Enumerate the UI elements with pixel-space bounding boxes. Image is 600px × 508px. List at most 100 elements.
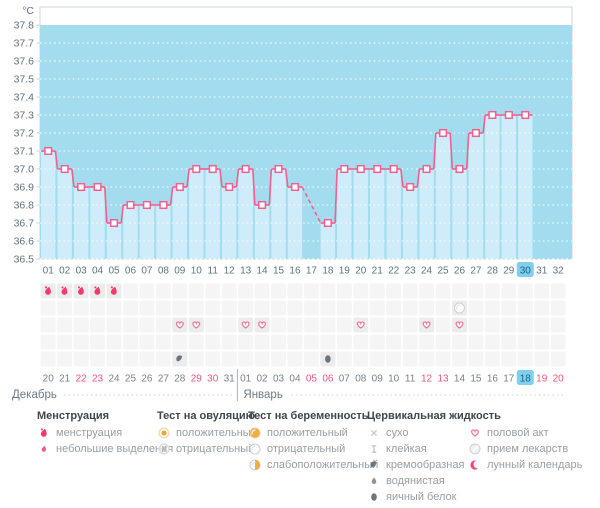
date-label[interactable]: 17 — [503, 374, 515, 385]
tracker-cell[interactable] — [517, 351, 533, 367]
date-label[interactable]: 01 — [240, 374, 252, 385]
temp-marker[interactable] — [521, 110, 530, 120]
tracker-cell[interactable] — [386, 334, 402, 350]
tracker-cell[interactable] — [386, 351, 402, 367]
tracker-cell[interactable] — [238, 351, 254, 367]
tracker-cell[interactable] — [303, 334, 319, 350]
tracker-cell[interactable] — [139, 334, 155, 350]
cervical-fluid-entry[interactable] — [325, 355, 331, 363]
tracker-cell[interactable] — [320, 283, 336, 299]
tracker-cell[interactable] — [172, 283, 188, 299]
cycle-day-label[interactable]: 09 — [174, 266, 186, 277]
tracker-cell[interactable] — [221, 300, 237, 316]
tracker-cell[interactable] — [271, 300, 287, 316]
today-date-highlight[interactable] — [516, 370, 534, 385]
tracker-cell[interactable] — [155, 351, 171, 367]
cycle-day-label[interactable]: 15 — [273, 266, 285, 277]
tracker-cell[interactable] — [517, 300, 533, 316]
tracker-cell[interactable] — [386, 317, 402, 333]
date-label[interactable]: 15 — [470, 374, 482, 385]
tracker-cell[interactable] — [534, 351, 550, 367]
tracker-cell[interactable] — [402, 283, 418, 299]
tracker-cell[interactable] — [40, 317, 56, 333]
tracker-cell[interactable] — [501, 334, 517, 350]
tracker-cell[interactable] — [57, 317, 73, 333]
tracker-cell[interactable] — [90, 334, 106, 350]
day-temperature-bar[interactable] — [41, 151, 56, 259]
tracker-cell[interactable] — [484, 334, 500, 350]
tracker-cell[interactable] — [73, 300, 89, 316]
tracker-cell[interactable] — [419, 351, 435, 367]
tracker-cell[interactable] — [534, 317, 550, 333]
tracker-cell[interactable] — [73, 351, 89, 367]
tracker-cell[interactable] — [435, 283, 451, 299]
tracker-cell[interactable] — [122, 283, 138, 299]
tracker-cell[interactable] — [254, 300, 270, 316]
cycle-day-label[interactable]: 05 — [108, 266, 120, 277]
date-label[interactable]: 13 — [437, 374, 449, 385]
tracker-cell[interactable] — [419, 300, 435, 316]
temp-marker[interactable] — [60, 164, 69, 174]
date-label[interactable]: 20 — [43, 374, 55, 385]
day-temperature-bar[interactable] — [57, 169, 72, 259]
cycle-day-label[interactable]: 16 — [289, 266, 301, 277]
tracker-cell[interactable] — [238, 334, 254, 350]
tracker-cell[interactable] — [271, 283, 287, 299]
tracker-cell[interactable] — [287, 351, 303, 367]
tracker-cell[interactable] — [155, 300, 171, 316]
tracker-cell[interactable] — [73, 334, 89, 350]
tracker-cell[interactable] — [320, 334, 336, 350]
temp-marker[interactable] — [44, 146, 53, 156]
temp-marker[interactable] — [126, 200, 135, 210]
cycle-day-label[interactable]: 30 — [520, 266, 532, 277]
tracker-cell[interactable] — [106, 317, 122, 333]
tracker-cell[interactable] — [402, 351, 418, 367]
cycle-day-label[interactable]: 13 — [240, 266, 252, 277]
tracker-cell[interactable] — [517, 334, 533, 350]
tracker-cell[interactable] — [303, 283, 319, 299]
day-temperature-bar[interactable] — [353, 169, 368, 259]
tracker-cell[interactable] — [501, 283, 517, 299]
tracker-cell[interactable] — [336, 351, 352, 367]
day-temperature-bar[interactable] — [419, 169, 434, 259]
tracker-cell[interactable] — [221, 283, 237, 299]
cycle-day-label[interactable]: 25 — [437, 266, 449, 277]
date-label[interactable]: 10 — [388, 374, 400, 385]
tracker-cell[interactable] — [336, 317, 352, 333]
tracker-cell[interactable] — [451, 283, 467, 299]
date-label[interactable]: 02 — [257, 374, 269, 385]
tracker-cell[interactable] — [139, 351, 155, 367]
day-temperature-bar[interactable] — [386, 169, 401, 259]
tracker-cell[interactable] — [353, 300, 369, 316]
tracker-cell[interactable] — [122, 300, 138, 316]
cycle-day-label[interactable]: 27 — [470, 266, 482, 277]
temp-marker[interactable] — [109, 218, 119, 228]
date-label[interactable]: 21 — [59, 374, 71, 385]
tracker-cell[interactable] — [468, 351, 484, 367]
tracker-cell[interactable] — [550, 283, 566, 299]
temp-marker[interactable] — [422, 164, 431, 174]
temp-marker[interactable] — [192, 164, 201, 174]
cycle-day-label[interactable]: 19 — [339, 266, 351, 277]
day-temperature-bar[interactable] — [435, 133, 451, 259]
cycle-day-label[interactable]: 10 — [191, 266, 203, 277]
tracker-cell[interactable] — [369, 300, 385, 316]
cycle-day-label[interactable]: 04 — [92, 266, 104, 277]
tracker-cell[interactable] — [550, 334, 566, 350]
tracker-cell[interactable] — [402, 317, 418, 333]
temp-marker[interactable] — [323, 218, 332, 228]
cycle-day-label[interactable]: 11 — [208, 266, 219, 277]
temp-marker[interactable] — [77, 182, 86, 192]
tracker-cell[interactable] — [188, 300, 204, 316]
cycle-day-label[interactable]: 21 — [372, 266, 384, 277]
tracker-cell[interactable] — [369, 351, 385, 367]
tracker-cell[interactable] — [155, 334, 171, 350]
tracker-cell[interactable] — [254, 351, 270, 367]
date-label[interactable]: 31 — [224, 374, 236, 385]
day-temperature-bar[interactable] — [254, 205, 270, 259]
tracker-cell[interactable] — [419, 283, 435, 299]
date-label[interactable]: 27 — [158, 374, 170, 385]
tracker-cell[interactable] — [534, 300, 550, 316]
date-label[interactable]: 30 — [207, 374, 219, 385]
temp-marker[interactable] — [175, 182, 184, 192]
